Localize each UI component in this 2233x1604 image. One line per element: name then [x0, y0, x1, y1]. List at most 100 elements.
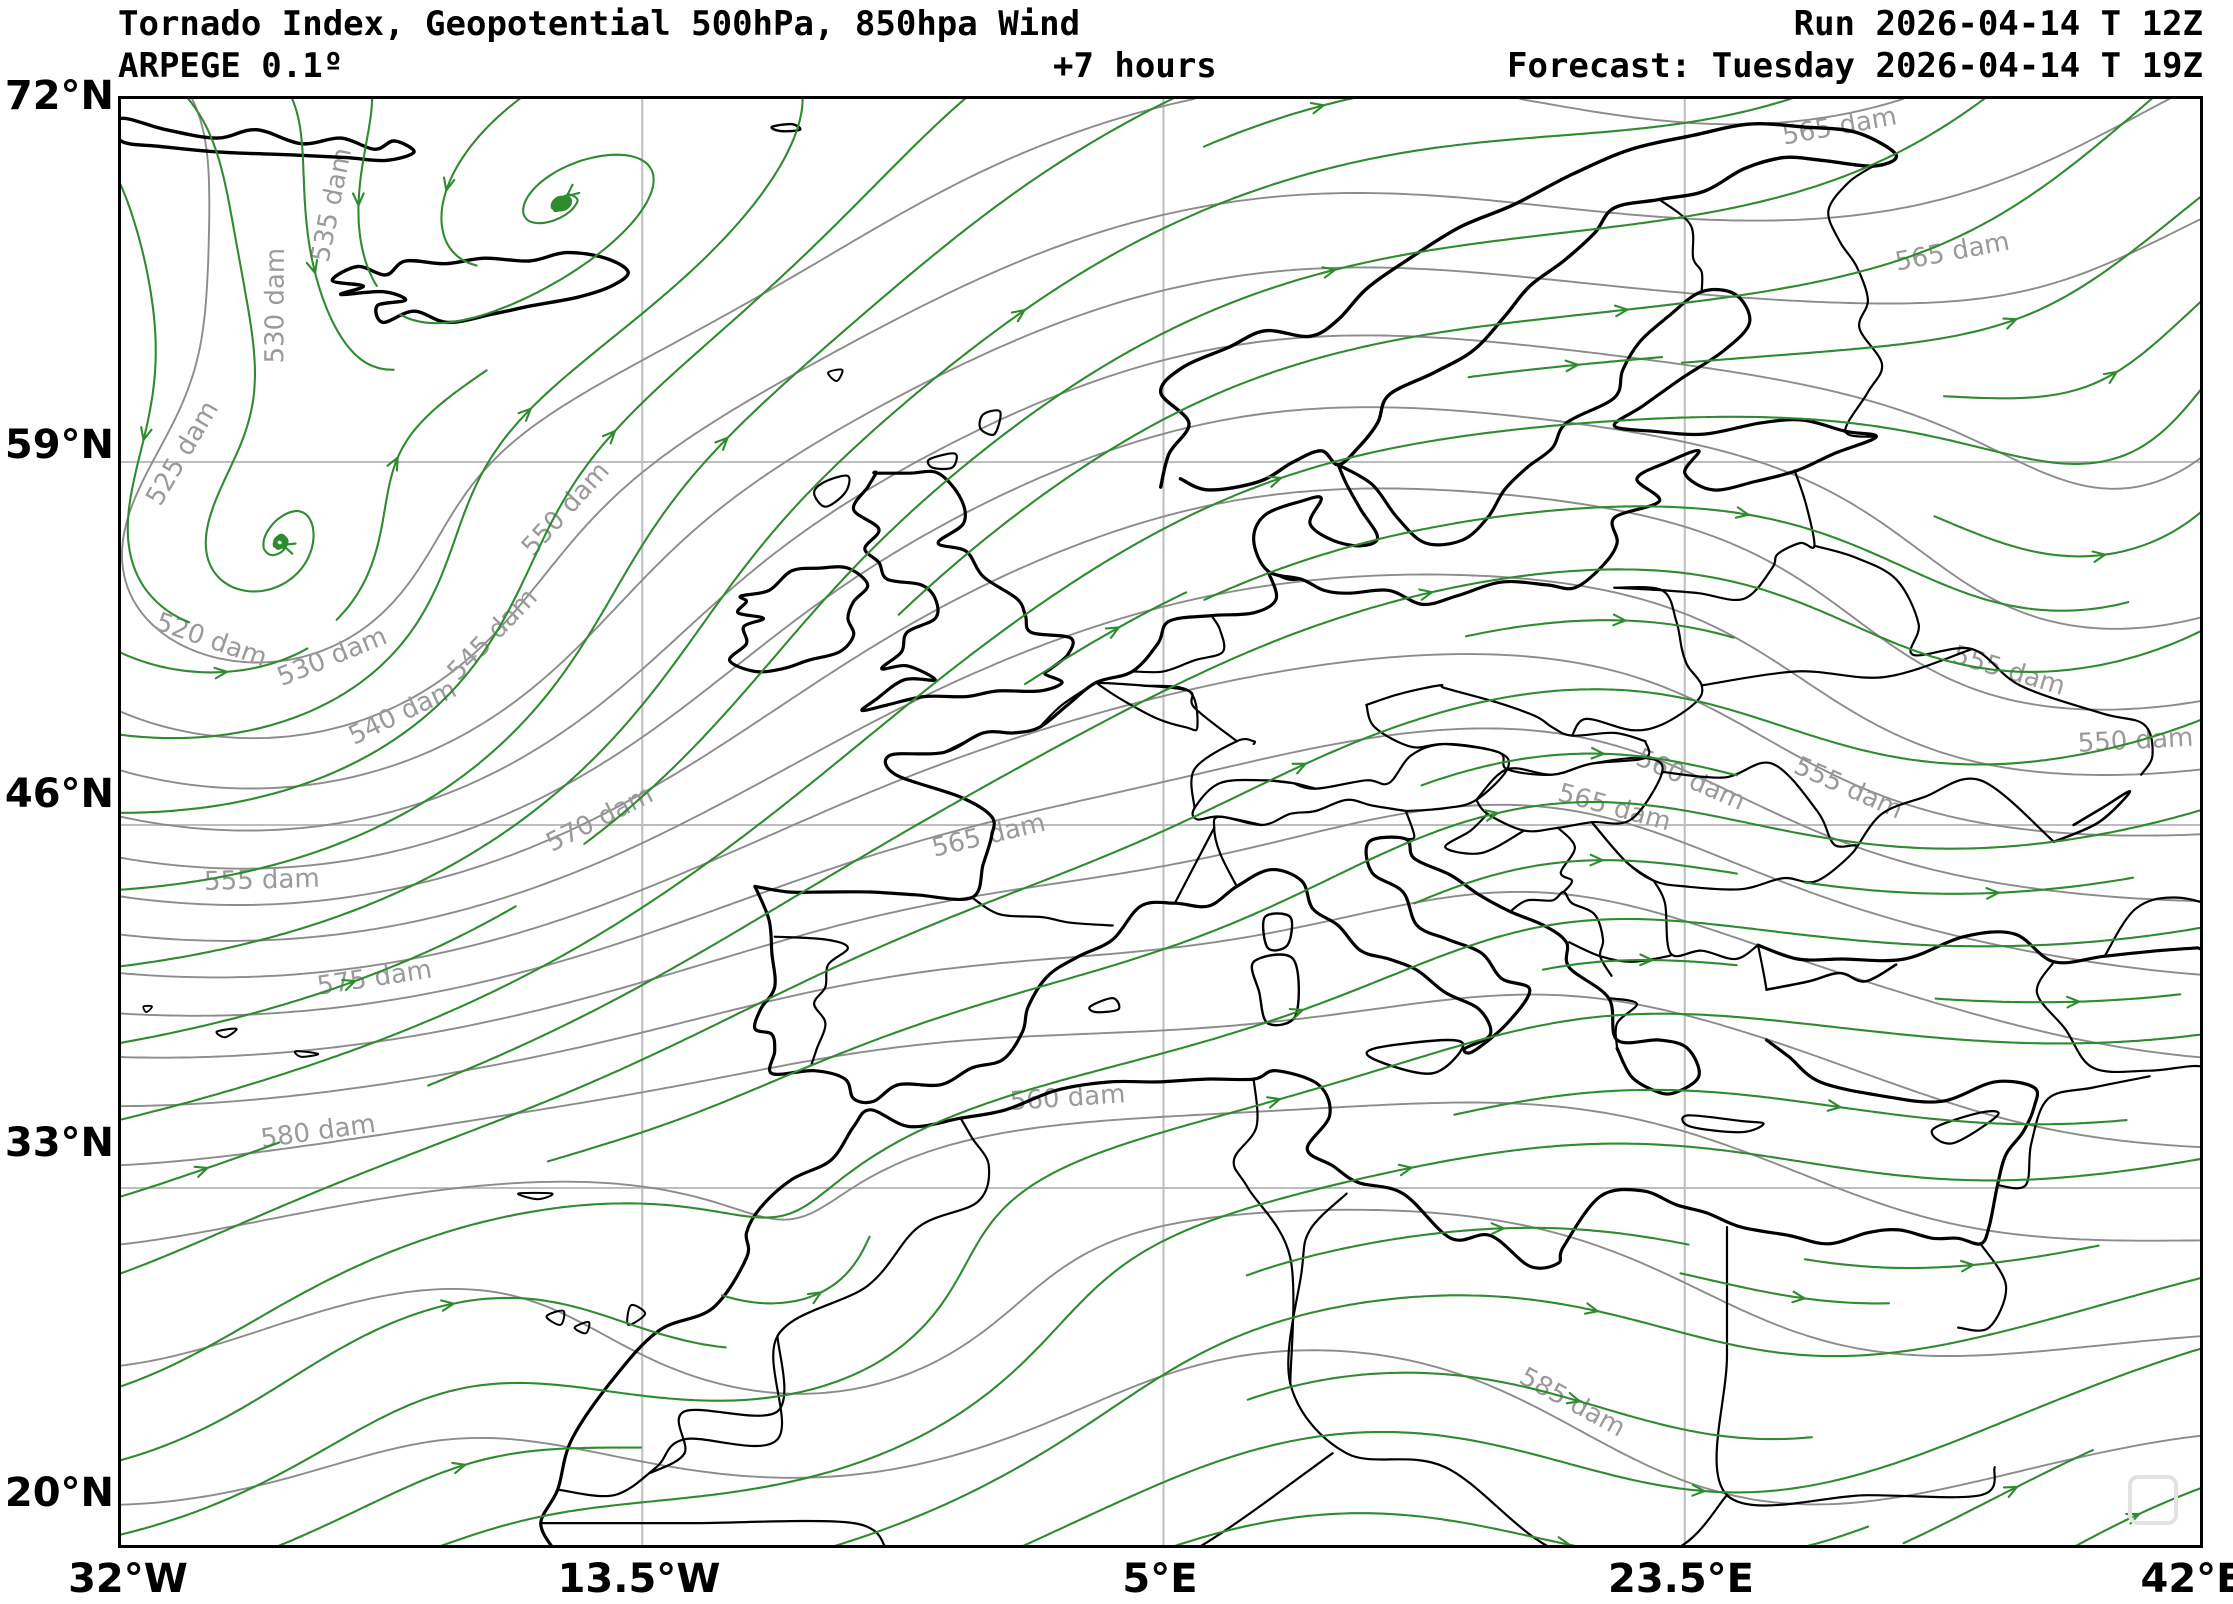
streamline-1: [277, 1446, 643, 1545]
chart-header: Tornado Index, Geopotential 500hPa, 850h…: [0, 0, 2233, 96]
border-line: [1700, 648, 1974, 687]
contour-label-4: 520 dam: [152, 607, 271, 673]
border-line: [1266, 779, 1295, 785]
streamline-arrow-21: [1418, 588, 1434, 601]
contour-label-1: 535 dam: [306, 145, 358, 264]
border-line: [970, 896, 1114, 927]
streamline-arrow-37: [386, 456, 399, 472]
streamline-29: [583, 99, 1986, 845]
coastline-anatolia-north: [1756, 930, 2200, 965]
border-line: [773, 935, 849, 1067]
streamline-20: [121, 905, 517, 1044]
streamline-22: [1934, 993, 2182, 1004]
streamline-40: [1933, 511, 2200, 558]
streamline-arrow-33: [1104, 626, 1120, 639]
border-line: [2196, 946, 2200, 951]
coastline-azores-c: [142, 1004, 153, 1013]
streamline-37: [335, 369, 488, 621]
streamline-arrow-48: [1309, 101, 1325, 115]
border-line: [1827, 164, 1884, 438]
border-line: [1658, 198, 1704, 293]
border-line: [1212, 798, 1407, 888]
coastline-ireland: [728, 565, 870, 674]
streamline-arrow-17: [1483, 809, 1499, 822]
border-line: [539, 1519, 886, 1545]
x-tick-235e: 23.5°E: [1607, 1556, 1755, 1602]
border-line: [1131, 614, 1226, 674]
streamline-arrow-38: [1613, 304, 1629, 318]
streamline-43: [1467, 356, 1664, 379]
streamline-36: [187, 99, 315, 593]
border-line: [1660, 469, 1816, 601]
border-line: [1287, 1192, 1729, 1545]
border-line: [1652, 879, 1760, 961]
streamline-18: [121, 388, 2200, 1121]
border-line: [2035, 960, 2200, 1074]
coastline-greenland: [121, 116, 416, 163]
coastline-iceland: [330, 250, 630, 325]
border-line: [1570, 586, 1704, 737]
streamline-arrow-26: [1589, 853, 1604, 867]
streamline-arrow-10: [1288, 1007, 1304, 1020]
streamline-arrow-15: [1959, 1259, 1975, 1273]
border-line: [1094, 681, 1199, 732]
streamline-25: [121, 99, 1175, 891]
border-line: [1613, 586, 1667, 592]
coastline-sicily: [1365, 1038, 1465, 1075]
coastlines-and-borders: [121, 116, 2200, 1545]
streamline-44: [1680, 195, 2200, 364]
streamline-arrow-31: [517, 407, 532, 422]
lead-time-label: +7 hours: [1053, 46, 1217, 86]
streamline-arrow-28: [601, 430, 616, 445]
streamline-arrow-1: [451, 1461, 467, 1475]
page-title: Tornado Index, Geopotential 500hPa, 850h…: [118, 4, 1081, 44]
streamline-arrow-32: [213, 666, 228, 680]
border-line: [1191, 778, 1317, 827]
coastline-corsica: [1261, 912, 1294, 952]
coastline-baltic: [1252, 287, 1878, 607]
border-line: [1996, 1075, 2151, 1190]
border-line: [1404, 809, 1416, 841]
coastline-faroes: [827, 368, 844, 382]
streamline-arrow-12: [1791, 1290, 1806, 1304]
coastline-azores-a: [215, 1027, 238, 1039]
map-plot-area[interactable]: 565 dam 535 dam 530 dam 525 dam 520 dam 530 d…: [118, 96, 2203, 1548]
contour-label-10: 555 dam: [204, 864, 320, 897]
streamline-arrow-23: [1010, 309, 1026, 323]
y-tick-59n: 59°N: [4, 422, 114, 468]
corner-widget-icon[interactable]: [2128, 1475, 2178, 1525]
streamline-arrow-2: [1397, 1163, 1413, 1177]
border-line: [556, 1117, 991, 1498]
header-line-1: Tornado Index, Geopotential 500hPa, 850h…: [0, 6, 2233, 50]
border-line: [2103, 896, 2200, 958]
border-line: [649, 1334, 786, 1474]
streamline-12: [1679, 1272, 1891, 1305]
streamline-arrow-9: [1565, 1391, 1581, 1405]
streamline-arrow-18: [1267, 475, 1283, 488]
streamline-3: [834, 1277, 2200, 1545]
model-label: ARPEGE 0.1º: [118, 46, 344, 86]
streamline-arrow-36: [281, 542, 297, 555]
x-tick-32w: 32°W: [68, 1556, 188, 1602]
coastline-shetland: [978, 409, 1002, 436]
border-line: [1715, 1226, 1996, 1507]
contour-label-12: 580 dam: [259, 1109, 378, 1155]
coastline-hebrides: [813, 474, 851, 508]
streamline-11: [720, 1235, 871, 1305]
border-line: [1232, 1078, 1295, 1385]
border-line: [1173, 826, 1216, 905]
streamline-30: [1420, 752, 1738, 787]
streamline-arrow-24: [1639, 953, 1654, 967]
streamline-arrow-0: [1266, 1096, 1281, 1109]
coastline-jan-mayen: [770, 122, 802, 133]
streamline-arrow-39: [1734, 506, 1750, 519]
border-line: [1556, 826, 1576, 894]
contour-label-3: 525 dam: [140, 396, 225, 511]
streamline-arrow-4: [1691, 1484, 1706, 1497]
streamline-19: [1453, 1088, 2128, 1126]
coastline-grancanaria: [573, 1320, 591, 1335]
streamline-31: [121, 99, 804, 740]
streamline-7: [2075, 1487, 2200, 1545]
contour-label-2: 530 dam: [260, 248, 291, 364]
